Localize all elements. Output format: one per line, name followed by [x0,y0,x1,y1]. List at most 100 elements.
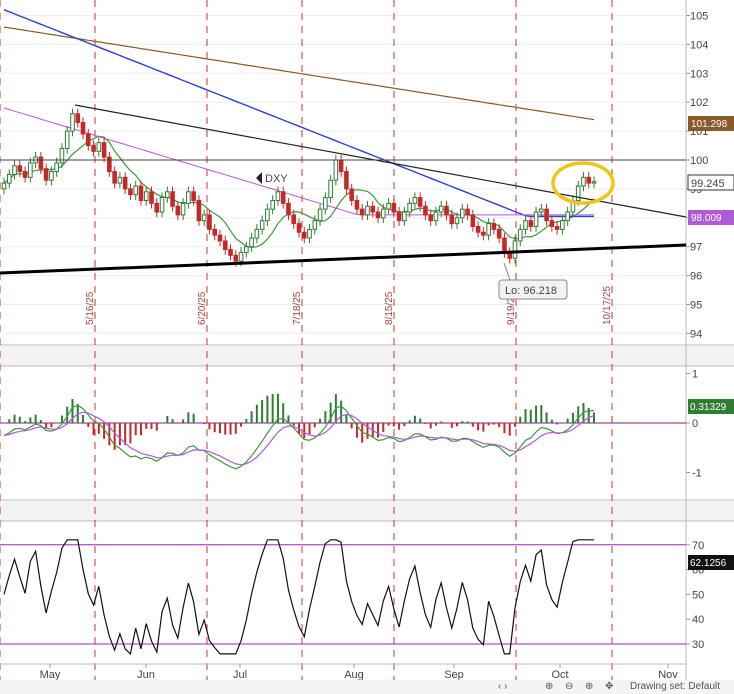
macd-bar [492,423,495,425]
candles [1,108,597,267]
candle-body [491,223,497,230]
macd-bar [319,418,322,423]
macd-bar [398,423,401,430]
drawing-set-label[interactable]: Drawing set: Default [630,681,721,692]
candle-body [481,231,486,236]
date-marker-label: 6/20/25 [197,291,208,325]
last-price-label: 99.245 [691,178,725,190]
macd-bar [593,412,595,423]
candle-body [386,202,391,210]
macd-bar [550,419,553,423]
macd-bar [55,423,58,424]
candle-body [407,202,412,213]
macd-bar [161,422,164,424]
x-tick-label: Jul [233,669,247,681]
macd-bar [366,423,369,439]
bottom-toolbar: ‹ › ⊕ ⊖ ⊕ ✥ Drawing set: Default [0,680,734,694]
candle-body [249,237,254,248]
macd-bar [261,399,264,423]
pan-icon[interactable]: ✥ [605,681,614,692]
macd-line [3,404,595,470]
macd-bar [413,415,416,423]
candle-body [254,228,260,239]
macd-axis: 1 0 -1 0.31329 [686,369,734,480]
x-tick-label: Sep [444,669,464,681]
price-tick-label: 96 [690,271,702,283]
candle-body [365,205,370,216]
candle-body [549,220,555,227]
zoom-out-icon[interactable]: ⊖ [565,681,574,692]
candle-body [359,208,365,216]
candle-body [533,211,539,227]
macd-bar [139,423,142,436]
macd-bar [203,423,206,425]
macd-bar [355,423,358,438]
ma-mid-line [3,107,594,216]
macd-bar [292,423,295,426]
price-tick-label: 97 [690,242,702,254]
candle-body [222,240,228,251]
candle-body [107,156,112,173]
price-tick-label: 103 [690,68,708,80]
candle-body [370,205,376,213]
candle-body [133,185,138,196]
macd-bar [298,423,300,434]
candle-body [165,191,170,199]
macd-bar [224,423,227,435]
macd-bar [545,412,548,423]
date-marker-label: 5/16/25 [85,291,96,325]
price-annotations: DXY Lo: 96.218 [256,161,615,300]
scroll-arrows-icon[interactable]: ‹ › [498,681,508,692]
macd-bar [134,423,137,436]
crosshair-icon[interactable]: ⊕ [585,681,594,692]
candle-body [275,191,281,201]
rsi-tick-label: 70 [692,540,704,552]
x-tick-label: Oct [551,669,568,681]
macd-bar [392,423,395,427]
candle-body [560,220,565,230]
date-markers: 5/16/25 6/20/25 7/18/25 8/15/25 9/19/25 10/17… [0,0,613,680]
candle-body [402,211,407,222]
macd-bar [208,423,211,430]
macd-bar [50,423,53,428]
candle-body [180,202,186,216]
macd-bar [513,423,516,427]
macd-bar [103,423,106,439]
ma-long-badge [688,116,734,131]
macd-bar [250,411,253,423]
x-tick-label: May [40,669,61,681]
macd-bar [403,423,406,427]
candle-body [286,202,291,216]
macd-bar [97,423,100,434]
candle-body [544,208,549,222]
macd-bar [218,423,221,434]
macd-bar [577,406,580,423]
candle-body [465,208,470,216]
macd-bar [377,423,380,438]
macd-bar [434,423,437,426]
trendlines [0,104,687,275]
candle-body [565,211,570,222]
candle-body [228,249,233,256]
candle-body [196,199,202,222]
macd-bar [45,423,48,429]
ma-long-line [3,26,595,121]
macd-bar [124,423,127,445]
highlight-circle [551,161,615,205]
macd-bar [408,420,411,423]
macd-bar [60,415,63,423]
candle-body [149,191,154,204]
macd-bar [118,423,121,446]
candle-body [138,185,144,201]
macd-tick-label: 0 [692,418,698,430]
macd-bar [535,405,538,423]
macd-bar [150,423,153,429]
candle-body [54,162,59,173]
zoom-in-icon[interactable]: ⊕ [545,681,554,692]
pane-separator [0,346,734,366]
macd-bar [3,423,5,424]
candle-body [517,228,523,242]
candle-body [396,211,402,222]
rsi-lines [3,539,594,656]
